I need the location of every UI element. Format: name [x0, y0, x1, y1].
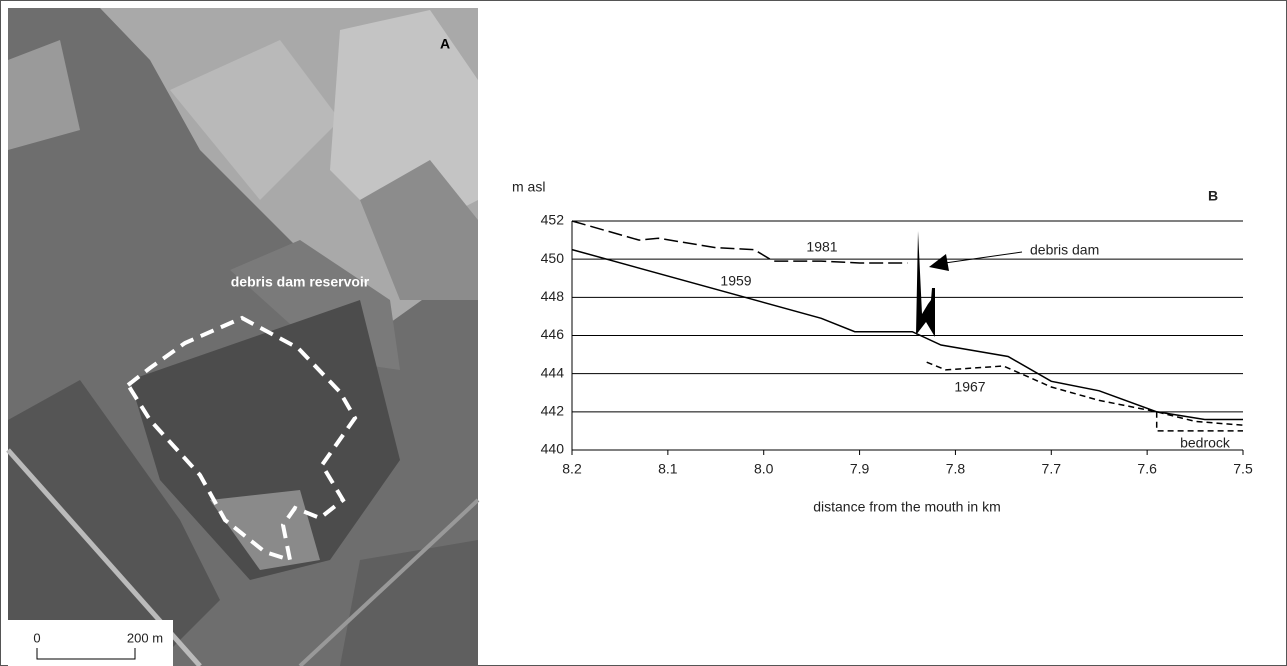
panel-label: B	[1208, 188, 1218, 204]
figure: A debris dam reservoir 0 200 m m asl B d…	[0, 0, 1287, 666]
x-tick-label: 8.2	[562, 461, 582, 477]
series-label: 1967	[954, 379, 985, 395]
annotation: debris dam	[1030, 242, 1099, 258]
y-tick-label: 448	[541, 288, 565, 304]
y-tick-label: 452	[541, 212, 565, 228]
photo-annotation: debris dam reservoir	[231, 274, 370, 290]
y-tick-label: 440	[541, 441, 565, 457]
x-tick-label: 7.6	[1137, 461, 1157, 477]
x-tick-label: 7.8	[946, 461, 966, 477]
scale-label: 200 m	[127, 630, 163, 645]
aerial-photo: A debris dam reservoir 0 200 m	[8, 8, 478, 666]
x-tick-label: 7.9	[850, 461, 870, 477]
y-axis-label: m asl	[512, 179, 545, 195]
y-tick-label: 446	[541, 326, 565, 342]
y-tick-label: 444	[541, 364, 565, 380]
x-tick-label: 8.1	[658, 461, 678, 477]
x-tick-label: 8.0	[754, 461, 774, 477]
x-tick-label: 7.5	[1233, 461, 1253, 477]
x-axis-label: distance from the mouth in km	[813, 499, 1001, 515]
series-label: 1981	[806, 239, 837, 255]
x-tick-label: 7.7	[1042, 461, 1062, 477]
page: {"photo": {"panel_label": "A", "annotati…	[0, 0, 1287, 666]
series-label: bedrock	[1180, 435, 1231, 451]
series-label: 1959	[720, 273, 751, 289]
panel-label: A	[440, 36, 450, 52]
y-tick-label: 442	[541, 403, 565, 419]
y-tick-label: 450	[541, 250, 565, 266]
scale-label: 0	[33, 630, 40, 645]
